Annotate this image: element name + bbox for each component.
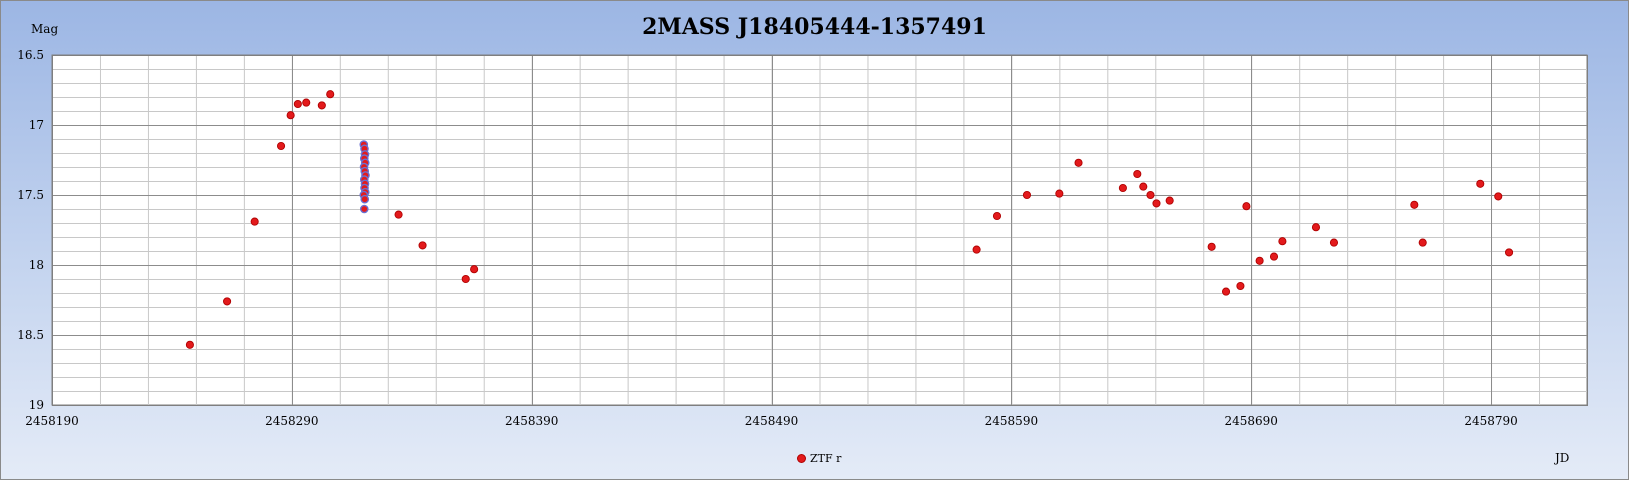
data-point	[293, 99, 302, 109]
data-point	[972, 245, 981, 254]
data-point	[1022, 190, 1032, 200]
data-point	[302, 98, 311, 107]
data-point	[359, 204, 369, 214]
x-tick-label: 2458290	[265, 414, 318, 428]
data-point	[1255, 256, 1264, 265]
y-tick-label: 17.5	[17, 188, 44, 202]
x-tick-label: 2458790	[1464, 414, 1517, 428]
chart-title: 2MASS J18405444-1357491	[642, 14, 987, 40]
data-point	[1146, 190, 1155, 200]
y-tick-label: 17	[29, 118, 44, 132]
data-point	[277, 141, 286, 151]
y-axis-label: Mag	[31, 22, 59, 36]
data-point	[1505, 248, 1514, 257]
data-point	[418, 241, 427, 250]
data-point	[1476, 179, 1485, 188]
x-tick-label: 2458590	[985, 414, 1038, 428]
data-point	[1269, 252, 1279, 261]
data-point	[223, 297, 232, 306]
legend: ZTF r	[797, 452, 841, 465]
x-tick-label: 2458490	[745, 414, 798, 428]
data-point	[1418, 238, 1427, 247]
data-point	[1133, 169, 1142, 179]
data-point	[1410, 200, 1419, 209]
y-tick-label: 18	[29, 258, 44, 272]
data-point	[317, 101, 326, 110]
data-point	[1139, 182, 1148, 191]
data-point	[1278, 237, 1287, 246]
data-point	[1329, 238, 1339, 247]
data-point	[1236, 281, 1245, 291]
data-point	[1118, 183, 1127, 193]
x-tick-label: 2458390	[505, 414, 558, 428]
data-point	[1221, 287, 1231, 296]
data-point	[1311, 223, 1321, 232]
data-point	[1074, 158, 1083, 167]
data-point	[326, 90, 335, 99]
y-tick-label: 18.5	[17, 328, 44, 342]
plot-border	[52, 55, 1588, 406]
data-point	[1207, 242, 1216, 251]
data-point	[1494, 192, 1503, 201]
x-tick-label: 2458190	[25, 414, 78, 428]
data-point	[286, 111, 295, 120]
legend-label: ZTF r	[810, 452, 842, 465]
data-point	[470, 265, 479, 274]
y-tick-label: 19	[29, 398, 44, 412]
data-point	[992, 211, 1002, 221]
data-point	[185, 340, 194, 349]
data-point	[394, 210, 403, 219]
x-tick-label: 2458690	[1224, 414, 1277, 428]
data-point	[1165, 196, 1174, 205]
data-point	[1055, 189, 1064, 198]
legend-marker	[797, 454, 806, 463]
y-tick-label: 16.5	[17, 48, 44, 62]
data-point	[250, 217, 259, 226]
data-point	[1242, 202, 1251, 211]
data-point	[360, 194, 370, 204]
data-point	[1152, 199, 1161, 208]
x-axis-label: JD	[1555, 451, 1570, 465]
data-point	[461, 274, 470, 284]
